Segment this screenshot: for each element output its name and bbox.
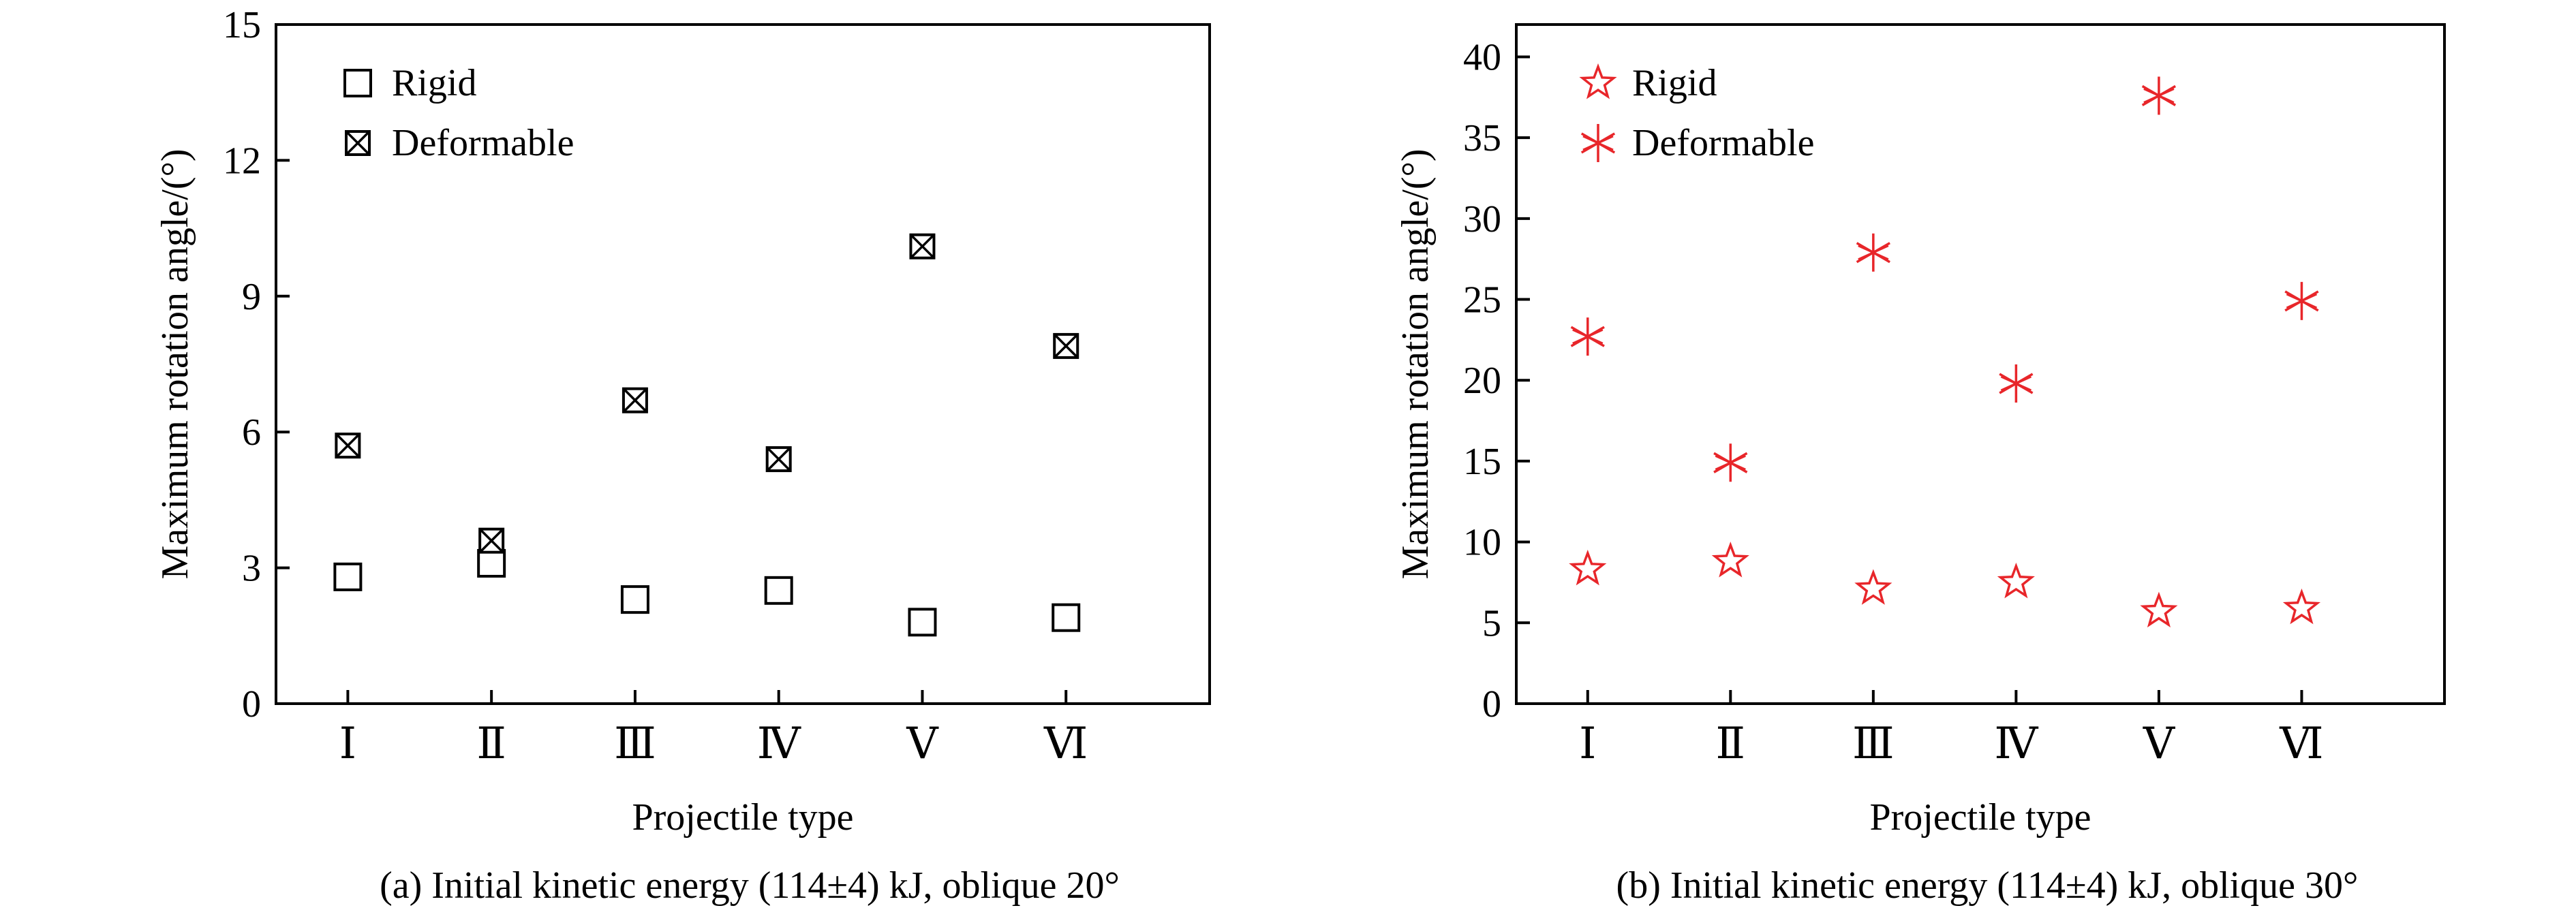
- chart-b: 0 5 10 15 20 25 30 35 40 Ⅰ Ⅱ Ⅲ Ⅳ Ⅴ Ⅵ Projectile type Max…: [1394, 23, 2446, 907]
- y-tick-label: 0: [242, 683, 261, 725]
- data-point: [1856, 233, 1890, 272]
- x-tick-label: Ⅴ: [2143, 719, 2176, 768]
- legend-label: Rigid: [1632, 62, 1717, 104]
- series-deformable: [335, 233, 1079, 554]
- data-point: [335, 433, 361, 459]
- legend: Rigid Deformable: [343, 62, 574, 164]
- plot-frame: [275, 23, 1211, 705]
- data-point: [1999, 364, 2034, 403]
- x-tick-label: Ⅲ: [1852, 719, 1895, 768]
- legend-marker: [345, 130, 371, 156]
- data-point: [622, 387, 648, 413]
- data-point: [1713, 443, 1748, 482]
- y-tick-label: 0: [1482, 683, 1501, 725]
- y-tick-label: 9: [242, 276, 261, 318]
- y-tick-label: 10: [1463, 522, 1501, 564]
- data-point: [1053, 332, 1079, 359]
- series-deformable: [1570, 76, 2319, 482]
- data-point: [2140, 591, 2178, 628]
- data-point: [1569, 549, 1607, 586]
- data-point: [908, 608, 937, 637]
- data-point: [1052, 603, 1081, 632]
- x-tick-label: Ⅱ: [1716, 719, 1746, 768]
- plot-frame: [1515, 23, 2446, 705]
- y-tick-label: 3: [242, 548, 261, 590]
- y-tick-label: 5: [1482, 602, 1501, 644]
- y-axis-label: Maximum rotation angle/(°): [1394, 148, 1437, 579]
- x-tick-label: Ⅱ: [476, 719, 506, 768]
- data-point: [2141, 76, 2177, 115]
- chart-caption: (a) Initial kinetic energy (114±4) kJ, o…: [380, 864, 1120, 907]
- y-tick-label: 35: [1463, 117, 1501, 159]
- y-tick-label: 15: [1463, 441, 1501, 483]
- data-point: [1854, 569, 1892, 605]
- data-point: [2282, 588, 2321, 625]
- legend: Rigid Deformable: [1579, 62, 1814, 164]
- legend-label: Rigid: [392, 62, 476, 104]
- x-tick-label: Ⅵ: [2279, 719, 2323, 768]
- legend-marker: [343, 69, 372, 97]
- x-tick-label: Ⅰ: [339, 719, 356, 768]
- y-tick-label: 20: [1463, 360, 1501, 402]
- y-tick-label: 25: [1463, 279, 1501, 322]
- data-point: [333, 562, 363, 591]
- legend-marker: [1580, 124, 1616, 162]
- legend-marker: [1579, 63, 1617, 99]
- data-point: [478, 527, 505, 554]
- x-tick-label: Ⅳ: [757, 719, 801, 768]
- y-tick-label: 40: [1463, 36, 1501, 78]
- data-point: [764, 576, 793, 605]
- y-tick-label: 12: [223, 140, 261, 182]
- x-tick-label: Ⅲ: [614, 719, 656, 768]
- chart-a: 0 3 6 9 12 15 Ⅰ Ⅱ Ⅲ Ⅳ Ⅴ Ⅵ Projectile type Maximum rot…: [154, 4, 1211, 907]
- x-axis-label: Projectile type: [1869, 796, 2091, 839]
- data-point: [1997, 562, 2035, 599]
- data-point: [1570, 317, 1605, 356]
- data-point: [1711, 542, 1749, 578]
- y-tick-label: 15: [223, 4, 261, 46]
- y-axis-label: Maximum rotation angle/(°): [154, 148, 196, 579]
- data-point: [765, 446, 792, 473]
- x-tick-label: Ⅵ: [1043, 719, 1088, 768]
- x-tick-label: Ⅴ: [906, 719, 939, 768]
- data-point: [909, 233, 936, 260]
- x-axis-label: Projectile type: [632, 796, 853, 839]
- y-tick-label: 30: [1463, 198, 1501, 240]
- chart-caption: (b) Initial kinetic energy (114±4) kJ, o…: [1616, 864, 2359, 907]
- x-tick-label: Ⅰ: [1579, 719, 1596, 768]
- data-point: [477, 548, 506, 578]
- data-point: [2284, 281, 2319, 320]
- series-rigid: [333, 548, 1081, 637]
- legend-label: Deformable: [392, 122, 574, 164]
- y-tick-label: 6: [242, 411, 261, 454]
- series-rigid: [1569, 542, 2321, 628]
- x-tick-label: Ⅳ: [1994, 719, 2038, 768]
- legend-label: Deformable: [1632, 122, 1814, 164]
- data-point: [620, 585, 649, 614]
